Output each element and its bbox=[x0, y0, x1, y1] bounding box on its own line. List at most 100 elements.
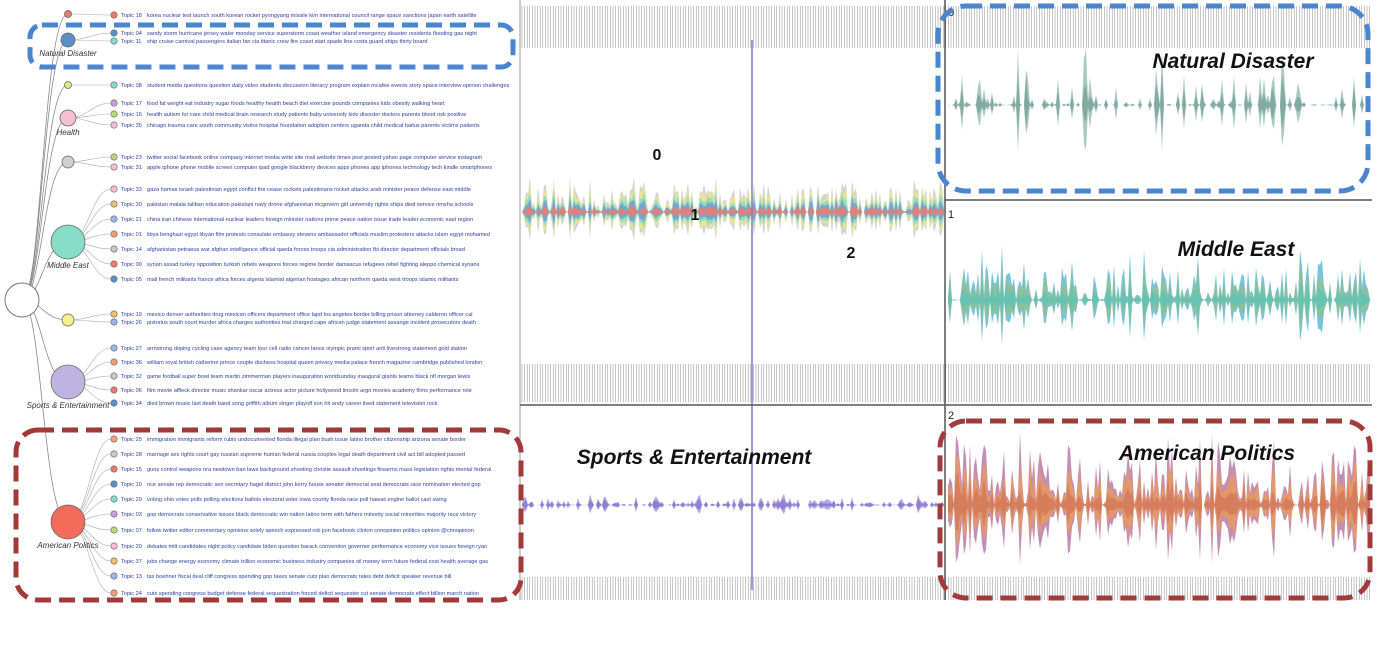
tick-band bbox=[521, 364, 1370, 402]
topic-id: Topic 34 bbox=[121, 401, 142, 407]
topic-words: syrian assad turkey opposition turkish r… bbox=[147, 262, 480, 268]
topic-words: twitter social facebook online company i… bbox=[147, 155, 483, 161]
stream bbox=[522, 176, 944, 241]
stream bbox=[948, 431, 1370, 566]
topic-id: Topic 04 bbox=[121, 31, 142, 37]
stream-layer bbox=[948, 244, 1370, 346]
topic-words: apple iphone phone mobile screen compute… bbox=[147, 165, 492, 171]
topic-node bbox=[110, 245, 118, 253]
group-node bbox=[59, 109, 77, 127]
topic-id: Topic 08 bbox=[121, 83, 142, 89]
topic-words: immigration immigrants reform rubio undo… bbox=[147, 437, 466, 443]
group-label: Natural Disaster bbox=[39, 49, 97, 58]
topic-id: Topic 32 bbox=[121, 374, 142, 380]
topic-id: Topic 23 bbox=[121, 155, 142, 161]
topic-node bbox=[110, 29, 118, 37]
panel-label: Middle East bbox=[1178, 238, 1296, 261]
stream-graphs bbox=[522, 40, 1370, 590]
topic-words: food fat weight eat industry sugar foods… bbox=[147, 101, 445, 107]
tick-bands bbox=[521, 6, 1370, 600]
topic-node bbox=[110, 318, 118, 326]
topic-node bbox=[110, 344, 118, 352]
topic-id: Topic 35 bbox=[121, 123, 142, 129]
topic-words: chicago trauma care south community visi… bbox=[147, 123, 480, 129]
topic-node bbox=[110, 215, 118, 223]
topic-node bbox=[110, 572, 118, 580]
topic-id: Topic 05 bbox=[121, 277, 142, 283]
topic-id: Topic 18 bbox=[121, 13, 142, 19]
topic-words: pakistan malala taliban education pakist… bbox=[147, 202, 474, 208]
topic-id: Topic 24 bbox=[121, 591, 142, 597]
topic-node bbox=[110, 399, 118, 407]
topic-node bbox=[110, 260, 118, 268]
topic-words: jobs change energy economy climate trill… bbox=[146, 559, 488, 565]
topic-words: student media questions question daily v… bbox=[147, 83, 509, 89]
topic-id: Topic 26 bbox=[121, 320, 142, 326]
panel-label: American Politics bbox=[1118, 442, 1295, 465]
topic-words: debates mitt candidates night policy can… bbox=[147, 544, 487, 550]
topic-node bbox=[110, 153, 118, 161]
topic-words: ship cruise carnival passengers italian … bbox=[147, 39, 427, 45]
topic-id: Topic 00 bbox=[121, 262, 142, 268]
topic-words: died brown music last death band song gr… bbox=[147, 401, 438, 407]
topic-node bbox=[110, 121, 118, 129]
stream-layer bbox=[948, 473, 1370, 531]
stream bbox=[948, 244, 1370, 346]
panel-label: Natural Disaster bbox=[1152, 50, 1315, 73]
topic-words: libya benghazi egypt libyan film protest… bbox=[147, 232, 490, 238]
stream bbox=[522, 493, 944, 515]
topic-node bbox=[110, 185, 118, 193]
panel-number: 2 bbox=[948, 410, 954, 422]
stream-layer bbox=[522, 498, 944, 511]
tree-edge bbox=[67, 13, 112, 16]
topic-node bbox=[110, 542, 118, 550]
topic-node bbox=[110, 230, 118, 238]
group-label: Sports & Entertainment bbox=[27, 401, 110, 410]
topic-id: Topic 31 bbox=[121, 165, 142, 171]
stream-layer bbox=[948, 73, 1370, 131]
topic-words: gop democrats conservative issues black … bbox=[147, 512, 476, 518]
topic-node bbox=[110, 81, 118, 89]
panel-number: 1 bbox=[948, 209, 954, 221]
topic-node bbox=[110, 465, 118, 473]
topic-id: Topic 17 bbox=[121, 101, 142, 107]
topic-node bbox=[110, 495, 118, 503]
topic-words: health autism for care child medical bra… bbox=[147, 112, 466, 118]
topic-words: mali french militants france africa forc… bbox=[147, 277, 459, 283]
stream-marker: 0 bbox=[653, 147, 662, 164]
topic-id: Topic 29 bbox=[121, 497, 142, 503]
group-node bbox=[50, 504, 86, 540]
tree-edge bbox=[67, 313, 112, 321]
stream-marker: 2 bbox=[847, 245, 856, 262]
highlight-box bbox=[937, 418, 1373, 601]
topic-id: Topic 30 bbox=[121, 202, 142, 208]
topic-node bbox=[110, 358, 118, 366]
topic-words: cuts spending congress budget defense fe… bbox=[147, 591, 479, 597]
topic-words: tax boehner fiscal deal cliff congress s… bbox=[147, 574, 451, 580]
stream-marker: 1 bbox=[691, 207, 700, 224]
topic-id: Topic 11 bbox=[121, 39, 141, 45]
topic-id: Topic 36 bbox=[121, 360, 142, 366]
tree-edge bbox=[67, 156, 112, 163]
tick-band bbox=[521, 6, 1370, 48]
topic-id: Topic 14 bbox=[121, 247, 142, 253]
topic-node bbox=[110, 37, 118, 45]
topic-id: Topic 25 bbox=[121, 437, 142, 443]
topic-words: rice senate rep democratic sen secretary… bbox=[147, 482, 481, 488]
tick-band bbox=[521, 577, 1370, 600]
topic-node bbox=[110, 110, 118, 118]
topic-node bbox=[110, 480, 118, 488]
group-node bbox=[60, 32, 76, 48]
topic-words: film movie affleck director music shanka… bbox=[147, 388, 472, 394]
topic-id: Topic 20 bbox=[121, 544, 142, 550]
topic-node bbox=[110, 99, 118, 107]
topic-words: marriage sex rights court gay russian su… bbox=[147, 452, 465, 458]
topic-words: mexico denver authorities drug mexican o… bbox=[147, 312, 473, 318]
topic-id: Topic 37 bbox=[121, 559, 142, 565]
topic-node bbox=[110, 275, 118, 283]
group-node bbox=[64, 10, 72, 18]
topic-words: voting ohio votes polls polling election… bbox=[147, 497, 447, 503]
group-label: Health bbox=[56, 128, 80, 137]
topic-words: gaza hamas israeli palestinian egypt con… bbox=[147, 187, 471, 193]
